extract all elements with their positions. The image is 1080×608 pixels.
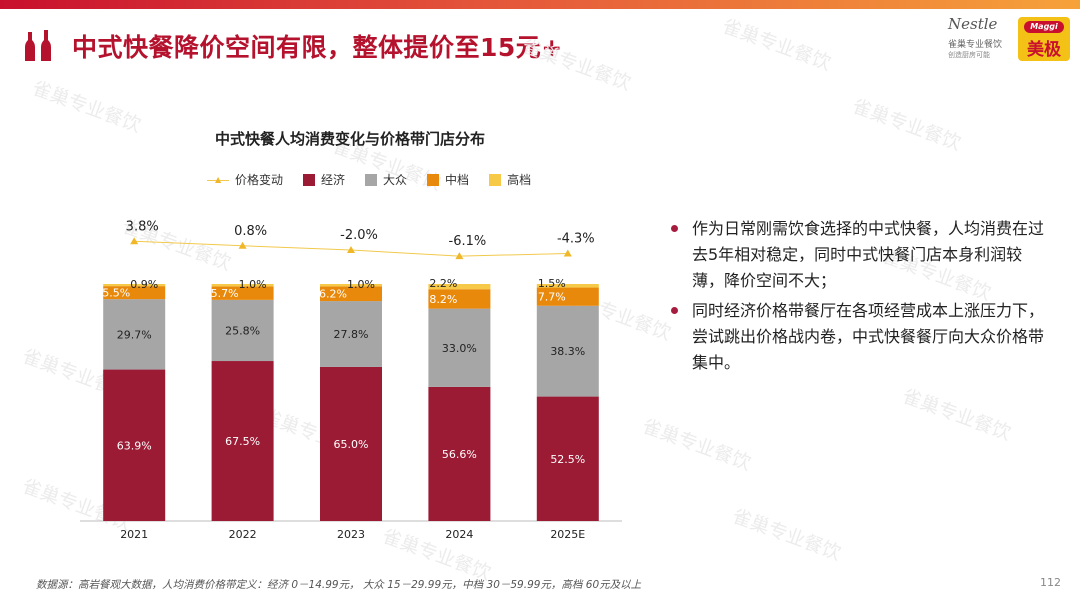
legend-mid: 中档	[427, 171, 469, 188]
maggi-logo-en: Maggi	[1024, 21, 1064, 33]
data-label-price-change: 0.8%	[234, 224, 267, 239]
data-label-mass: 33.0%	[442, 342, 477, 355]
nestle-logo-text: Nestle	[948, 15, 998, 33]
legend-economy: 经济	[303, 171, 345, 188]
data-label-price-change: -6.1%	[449, 234, 487, 249]
bar-segment-high	[103, 284, 166, 287]
data-label-economy: 63.9%	[117, 439, 152, 452]
x-axis-tick-label: 2021	[120, 528, 148, 541]
bullet-text: 同时经济价格带餐厅在各项经营成本上涨压力下，尝试跳出价格战内卷，中式快餐餐厅向大…	[692, 301, 1045, 372]
bullet-item: 作为日常刚需饮食选择的中式快餐，人均消费在过去5年相对稳定，同时中式快餐门店本身…	[668, 216, 1048, 294]
legend-label-economy: 经济	[321, 173, 346, 187]
bullet-dot-icon	[671, 307, 678, 314]
x-axis-tick-label: 2023	[337, 528, 365, 541]
x-axis-tick-label: 2025E	[550, 528, 585, 541]
legend-high: 高档	[489, 171, 531, 188]
title-area: 中式快餐降价空间有限，整体提价至15元+	[22, 28, 563, 64]
legend-line-marker: ▲	[207, 175, 229, 185]
legend-swatch-mass	[365, 173, 378, 186]
bar-segment-mid	[320, 286, 382, 302]
legend-mass: 大众	[365, 171, 407, 188]
bar-segment-mass	[536, 305, 599, 397]
bar-segment-high	[536, 284, 599, 288]
bar-segment-mid	[428, 289, 491, 309]
x-axis-tick-label: 2022	[229, 528, 257, 541]
data-label-mass: 27.8%	[334, 328, 369, 341]
bullet-list: 作为日常刚需饮食选择的中式快餐，人均消费在过去5年相对稳定，同时中式快餐门店本身…	[668, 216, 1048, 380]
data-label-mid: 5.7%	[211, 287, 239, 300]
data-label-price-change: -2.0%	[340, 228, 378, 243]
price-change-marker	[563, 249, 572, 257]
bar-segment-economy	[428, 386, 491, 521]
page-number: 112	[1040, 576, 1061, 589]
chart-title: 中式快餐人均消费变化与价格带门店分布	[214, 130, 485, 148]
data-label-mass: 25.8%	[225, 324, 260, 337]
price-change-marker	[347, 246, 355, 253]
nestle-logo-subtitle2: 创造厨房可能	[948, 51, 990, 59]
bullet-text: 作为日常刚需饮食选择的中式快餐，人均消费在过去5年相对稳定，同时中式快餐门店本身…	[692, 219, 1045, 290]
data-label-high: 1.5%	[538, 277, 566, 290]
nestle-logo-subtitle: 雀巢专业餐饮	[948, 40, 1003, 50]
legend-swatch-mid	[427, 173, 440, 186]
price-change-marker	[238, 241, 247, 249]
legend-swatch-high	[489, 173, 502, 186]
data-label-economy: 67.5%	[225, 435, 260, 448]
data-label-mid: 6.2%	[319, 288, 347, 301]
data-label-economy: 56.6%	[442, 448, 477, 461]
legend-label-price-change: 价格变动	[235, 173, 284, 187]
bar-segment-high	[320, 284, 382, 287]
data-label-mid: 7.7%	[538, 291, 566, 304]
page-title: 中式快餐降价空间有限，整体提价至15元+	[72, 33, 563, 62]
data-source-footnote: 数据源：高岩餐观大数据，人均消费价格带定义：经济 0－14.99元， 大众 15…	[36, 579, 642, 591]
data-label-economy: 65.0%	[334, 438, 369, 451]
bar-segment-high	[211, 284, 274, 287]
bar-segment-mass	[103, 299, 166, 370]
bar-segment-economy	[211, 361, 274, 521]
bottles-icon	[25, 30, 51, 61]
bar-segment-economy	[536, 396, 599, 521]
data-label-price-change: -4.3%	[557, 231, 595, 246]
x-axis-tick-label: 2024	[445, 528, 473, 541]
data-label-high: 0.9%	[130, 278, 158, 291]
data-label-mid: 5.5%	[102, 287, 130, 300]
bullet-dot-icon	[671, 225, 678, 232]
legend-label-mid: 中档	[445, 173, 470, 187]
maggi-logo-cn: 美极	[1027, 40, 1061, 60]
data-label-high: 1.0%	[239, 278, 267, 291]
maggi-logo: Maggi 美极	[1018, 17, 1070, 61]
bar-segment-mass	[320, 301, 382, 367]
data-label-mass: 38.3%	[550, 345, 585, 358]
bar-segment-economy	[320, 366, 382, 521]
legend-label-high: 高档	[507, 173, 532, 187]
data-label-economy: 52.5%	[550, 453, 585, 466]
bullet-item: 同时经济价格带餐厅在各项经营成本上涨压力下，尝试跳出价格战内卷，中式快餐餐厅向大…	[668, 298, 1048, 376]
legend-swatch-economy	[303, 173, 316, 186]
bar-segment-mass	[211, 299, 274, 362]
bar-segment-mid	[103, 286, 166, 300]
bar-segment-high	[428, 284, 491, 290]
legend-price-change: ▲ 价格变动	[207, 171, 283, 188]
price-change-marker	[455, 252, 464, 260]
bar-segment-economy	[103, 369, 166, 521]
bar-segment-mid	[536, 287, 599, 306]
chart-legend: ▲ 价格变动 经济 大众 中档 高档	[207, 171, 551, 188]
price-change-marker	[130, 237, 139, 245]
bar-segment-mid	[211, 286, 274, 300]
data-label-price-change: 3.8%	[126, 219, 159, 234]
legend-label-mass: 大众	[383, 173, 408, 187]
data-label-mass: 29.7%	[117, 328, 152, 341]
bar-segment-mass	[428, 308, 491, 387]
top-accent-bar	[0, 0, 1080, 9]
brand-logo: Nestle 雀巢专业餐饮 创造厨房可能 Maggi 美极	[944, 15, 1074, 65]
data-label-high: 1.0%	[347, 278, 375, 291]
data-label-mid: 8.2%	[429, 293, 457, 306]
data-label-high: 2.2%	[429, 277, 457, 290]
